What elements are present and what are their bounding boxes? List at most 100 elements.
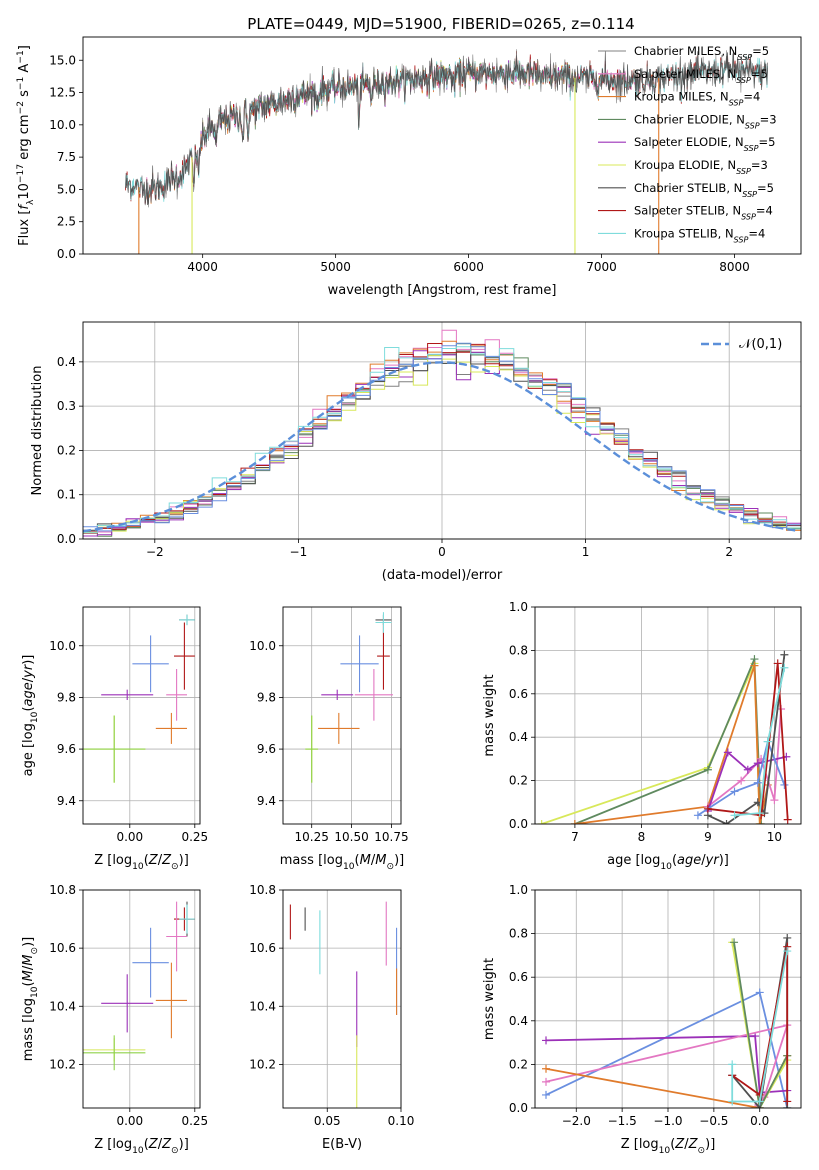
x-tick-label: −2.0	[562, 1114, 591, 1128]
plus-marker	[783, 1097, 792, 1106]
series-line	[545, 1055, 788, 1108]
errorbar-point	[318, 712, 360, 744]
plus-marker	[780, 650, 789, 659]
plus-marker	[722, 820, 731, 824]
y-axis-label: Normed distribution	[30, 366, 45, 496]
series-extra1	[542, 988, 792, 1108]
series-line	[731, 950, 789, 1103]
x-axis-label: Z [log10(Z/Z⊙)]	[94, 1137, 189, 1156]
errorbar-point	[354, 669, 394, 721]
y-tick-label: 10.4	[49, 999, 76, 1013]
y-tick-label: 0.6	[509, 687, 528, 701]
plus-marker	[753, 759, 762, 768]
axes-frame	[534, 889, 802, 1109]
y-tick-label: 7.5	[57, 150, 76, 164]
y-tick-label: 0.0	[57, 532, 76, 546]
series-line	[707, 708, 782, 808]
y-axis-label: Flux [fλ10−17 erg cm−2 s−1 A−1]	[16, 45, 36, 246]
x-tick-label: 4000	[187, 260, 218, 274]
series-line	[545, 1035, 788, 1094]
errorbar-point	[179, 904, 195, 934]
x-tick-label: 8	[638, 830, 646, 844]
plus-marker	[728, 1060, 737, 1069]
x-axis-label: Z [log10(Z/Z⊙)]	[94, 853, 189, 872]
plus-marker	[755, 1097, 764, 1106]
plus-marker	[703, 804, 712, 813]
x-tick-label: −1	[290, 545, 308, 559]
plot-area-residuals	[83, 329, 801, 537]
y-tick-label: 0.1	[57, 488, 76, 502]
y-tick-label: 10.2	[249, 1057, 276, 1071]
axes-frame	[282, 889, 402, 1109]
y-tick-label: 10.8	[49, 883, 76, 897]
axes-frame	[82, 36, 802, 255]
axes-age_vs_Z: 0.00 0.25 9.4 9.6 9.8 10.0 Z [log10(Z/Z⊙)] age …	[21, 606, 208, 872]
y-tick-label: 0.0	[509, 817, 528, 831]
x-axis-label: wavelength [Angstrom, rest frame]	[328, 283, 557, 298]
axes-frame	[82, 321, 802, 540]
plus-marker	[728, 1097, 737, 1106]
series-chabrier_elodie	[570, 655, 766, 824]
plot-area-spectrum	[125, 49, 768, 254]
legend-label: Salpeter STELIB, NSSP=4	[634, 204, 773, 222]
x-tick-label: 0.05	[314, 1114, 341, 1128]
plus-marker	[763, 737, 772, 746]
y-axis-label: mass weight	[482, 674, 497, 756]
errorbar-point	[179, 614, 195, 626]
y-axis-label: mass weight	[482, 958, 497, 1040]
errorbar-point	[132, 927, 169, 998]
legend-label: Chabrier STELIB, NSSP=5	[634, 181, 774, 199]
y-tick-label: 0.2	[509, 774, 528, 788]
plus-marker	[703, 765, 712, 774]
axes-massweight_vs_age: 7 8 9 10 0.0 0.2 0.4 0.6 0.8 1.0 age [log10(age/yr…	[482, 600, 802, 872]
plus-marker	[570, 820, 579, 824]
x-tick-label: 5000	[320, 260, 351, 274]
x-tick-label: 1	[582, 545, 590, 559]
y-tick-label: 1.0	[509, 883, 528, 897]
spectrum-line-chabrier_stelib	[125, 50, 768, 206]
plot-area-massweight_vs_Z	[542, 933, 792, 1108]
plus-marker	[773, 659, 782, 668]
y-tick-label: 10.0	[249, 639, 276, 653]
plus-marker	[743, 765, 752, 774]
x-tick-label: 0.10	[388, 1114, 415, 1128]
x-tick-label: 0.25	[181, 1114, 208, 1128]
legend-label: Salpeter MILES, NSSP=5	[634, 67, 768, 85]
y-tick-label: 0.8	[509, 643, 528, 657]
plus-marker	[753, 778, 762, 787]
y-tick-label: 15.0	[49, 53, 76, 67]
axes-age_vs_mass: 10.25 10.50 10.75 9.4 9.6 9.8 10.0 mass [log10(…	[249, 606, 409, 872]
series-line	[574, 665, 769, 824]
y-tick-label: 9.4	[257, 794, 276, 808]
x-tick-label: 8000	[719, 260, 750, 274]
x-tick-label: −1.5	[608, 1114, 637, 1128]
legend-label: Chabrier ELODIE, NSSP=3	[634, 112, 777, 129]
axes-mass_vs_Z: 0.00 0.25 10.2 10.4 10.6 10.8 Z [log10(Z/Z⊙)] m…	[21, 883, 208, 1156]
errorbar-point	[101, 689, 154, 700]
errorbar-point	[305, 715, 319, 783]
plus-marker	[730, 811, 739, 820]
y-tick-label: 0.4	[57, 355, 76, 369]
plus-marker	[542, 1077, 551, 1086]
y-tick-label: 10.0	[49, 118, 76, 132]
plot-area-massweight_vs_age	[537, 650, 792, 824]
plus-marker	[730, 787, 739, 796]
x-tick-label: 9	[704, 830, 712, 844]
normal-curve	[83, 361, 799, 533]
y-tick-label: 0.4	[509, 730, 528, 744]
plot-area-age_vs_Z	[83, 614, 195, 783]
plus-marker	[737, 776, 746, 785]
y-tick-label: 0.2	[57, 443, 76, 457]
errorbar-point	[375, 612, 392, 633]
legend-label: Kroupa STELIB, NSSP=4	[634, 226, 765, 244]
plus-marker	[542, 1090, 551, 1099]
axes-frame	[534, 606, 802, 825]
x-axis-label: (data-model)/error	[382, 568, 503, 583]
plus-marker	[693, 811, 702, 820]
x-tick-label: −2	[146, 545, 164, 559]
plus-marker	[730, 938, 739, 947]
y-tick-label: 10.0	[49, 639, 76, 653]
plus-marker	[755, 988, 764, 997]
figure-title: PLATE=0449, MJD=51900, FIBERID=0265, z=0…	[247, 15, 634, 33]
